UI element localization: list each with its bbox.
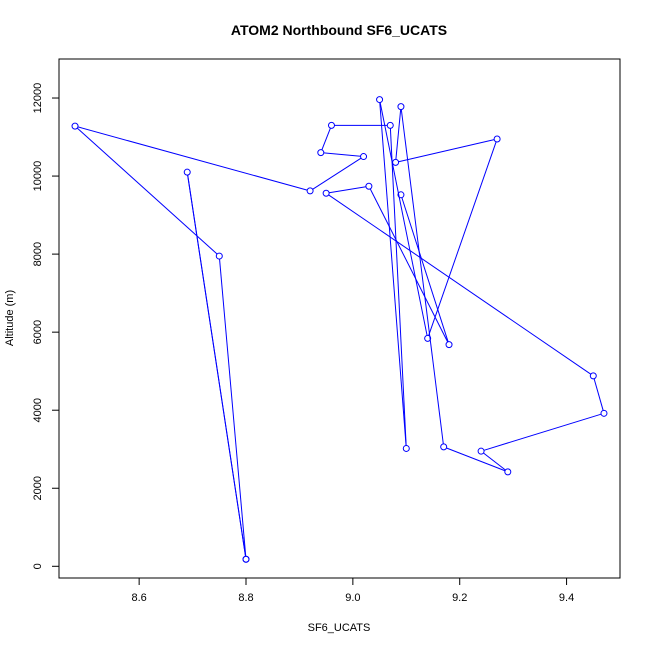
series-line-segment [379, 102, 428, 336]
series-line-segment [323, 152, 361, 157]
data-point [242, 555, 250, 563]
x-tick-label: 9.4 [559, 592, 574, 604]
data-point [504, 468, 512, 476]
series-line-segment [389, 128, 407, 446]
series-line-segment [483, 413, 602, 451]
y-axis-label: Altitude (m) [4, 290, 16, 346]
data-point [306, 187, 314, 195]
x-tick-label: 8.6 [131, 592, 146, 604]
series-line-segment [77, 126, 308, 191]
series-line-segment [187, 175, 247, 557]
series-line-segment [312, 157, 362, 190]
data-point [392, 158, 400, 166]
series-line-segment [593, 378, 604, 411]
series-line-segment [219, 259, 247, 557]
data-point [327, 121, 335, 129]
series-line-segment [428, 141, 497, 336]
data-point [493, 135, 501, 143]
series-line-segment [400, 109, 444, 444]
x-axis: 8.6 8.8 9.0 9.2 9.4 [131, 578, 574, 604]
data-point [402, 444, 410, 452]
data-point [376, 96, 384, 104]
data-point [360, 153, 368, 161]
data-point [71, 122, 79, 130]
series-line-segment [321, 127, 331, 151]
data-point [183, 168, 191, 176]
data-point [322, 189, 330, 197]
series-line-segment [328, 194, 592, 375]
data-point [365, 182, 373, 190]
series-line-segment [369, 188, 449, 343]
data-point [317, 149, 325, 157]
series-line-segment [329, 186, 367, 194]
y-tick-label: 12000 [32, 83, 44, 114]
data-point [477, 447, 485, 455]
data-point [445, 341, 453, 349]
series-line-segment [395, 109, 402, 160]
data-point [600, 409, 608, 417]
y-tick-label: 8000 [32, 242, 44, 266]
series-layer [71, 96, 608, 563]
series-line-segment [446, 447, 506, 472]
data-point [215, 252, 223, 260]
data-point [397, 191, 405, 199]
series-line-segment [401, 197, 449, 342]
data-point [397, 103, 405, 111]
chart-title: ATOM2 Northbound SF6_UCATS [231, 22, 447, 38]
x-tick-label: 8.8 [238, 592, 253, 604]
x-tick-label: 9.0 [345, 592, 360, 604]
data-point [386, 121, 394, 129]
y-tick-label: 4000 [32, 398, 44, 422]
data-point [424, 334, 432, 342]
y-tick-label: 0 [32, 563, 44, 569]
series-line-segment [398, 139, 495, 163]
y-axis: 0 2000 4000 6000 8000 10000 12000 [32, 83, 59, 569]
series-line-segment [483, 452, 506, 471]
y-tick-label: 10000 [32, 161, 44, 192]
data-point [440, 443, 448, 451]
series-line-segment [76, 127, 218, 255]
data-point [589, 372, 597, 380]
y-tick-label: 6000 [32, 320, 44, 344]
x-axis-label: SF6_UCATS [308, 622, 371, 634]
series-line-segment [379, 102, 407, 446]
y-tick-label: 2000 [32, 476, 44, 500]
plot-frame [58, 58, 621, 579]
x-tick-label: 9.2 [452, 592, 467, 604]
